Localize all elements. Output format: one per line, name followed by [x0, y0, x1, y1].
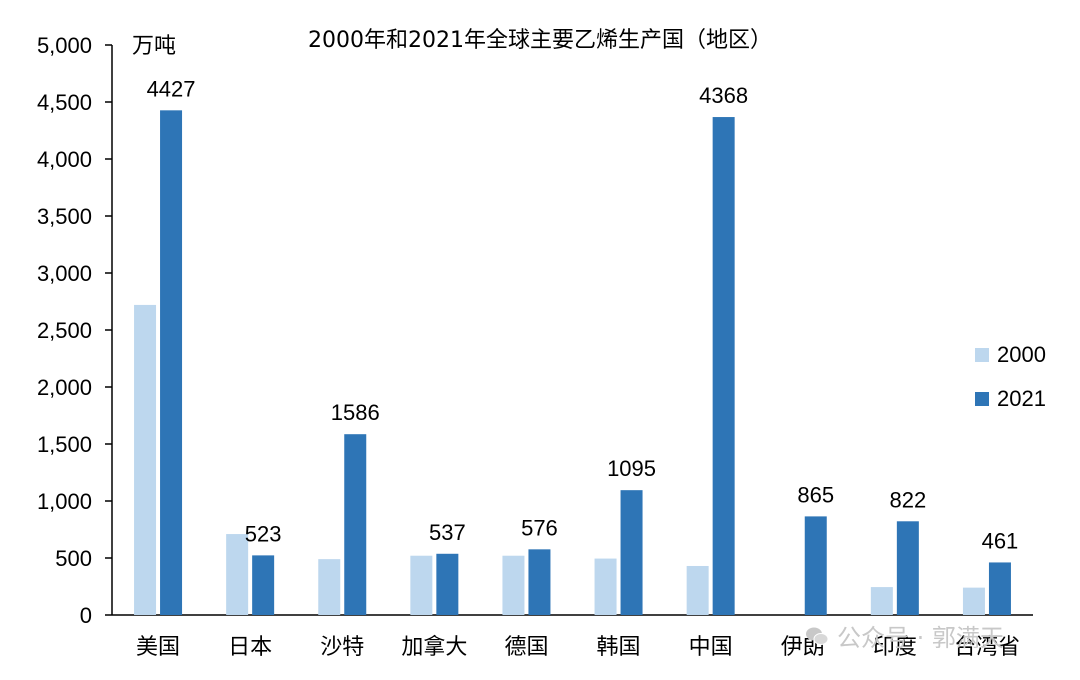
watermark-text: 公众号 · 郭满天 [837, 624, 1004, 652]
data-label: 865 [797, 482, 834, 507]
data-label: 461 [982, 528, 1019, 553]
bar-2000-5 [594, 558, 617, 615]
y-tick-label: 2,500 [37, 318, 92, 343]
bar-2000-6 [686, 565, 709, 615]
x-tick-label: 台湾省 [954, 635, 1020, 660]
y-tick-label: 4,000 [37, 147, 92, 172]
bar-2000-9 [962, 587, 985, 615]
bar-2021-7 [804, 516, 827, 615]
data-label: 4368 [699, 83, 748, 108]
chart-title: 2000年和2021年全球主要乙烯生产国（地区） [308, 28, 772, 53]
legend: 2000 2021 [975, 333, 1046, 421]
watermark: 公众号 · 郭满天 [805, 618, 1004, 653]
bar-2021-4 [528, 549, 551, 615]
bar-2021-8 [896, 521, 919, 615]
data-label: 576 [521, 515, 558, 540]
x-tick-label: 韩国 [597, 635, 641, 660]
data-label: 537 [429, 520, 466, 545]
bar-2000-2 [318, 559, 341, 615]
x-tick-label: 加拿大 [401, 634, 467, 660]
legend-swatch-2021 [975, 392, 989, 406]
data-label: 1095 [607, 456, 656, 481]
legend-item-2021: 2021 [975, 377, 1046, 421]
x-tick-label: 沙特 [320, 635, 364, 660]
wechat-icon [806, 627, 829, 645]
bar-2021-2 [344, 434, 367, 615]
legend-swatch-2000 [975, 348, 989, 362]
bar-2000-1 [226, 534, 249, 615]
x-tick-label: 德国 [504, 635, 548, 660]
y-tick-label: 0 [80, 603, 92, 628]
bar-2021-0 [160, 110, 183, 616]
y-tick-label: 1,000 [37, 489, 92, 514]
x-tick-label: 美国 [136, 635, 180, 660]
y-tick-label: 2,000 [37, 375, 92, 400]
y-tick-label: 5,000 [37, 33, 92, 58]
y-tick-label: 4,500 [37, 90, 92, 115]
legend-label-2000: 2000 [997, 342, 1046, 367]
bar-2021-3 [436, 553, 459, 615]
bar-2000-0 [134, 304, 157, 615]
data-label: 4427 [147, 76, 196, 101]
x-tick-label: 印度 [873, 635, 917, 660]
bar-2021-1 [252, 555, 275, 615]
x-tick-label: 日本 [228, 635, 272, 660]
bar-2000-4 [502, 555, 525, 615]
bar-2021-5 [620, 490, 643, 615]
legend-item-2000: 2000 [975, 333, 1046, 377]
bar-2021-9 [988, 562, 1011, 615]
bar-2000-8 [870, 587, 893, 615]
y-tick-label: 500 [55, 546, 92, 571]
y-tick-label: 3,000 [37, 261, 92, 286]
y-tick-label: 3,500 [37, 204, 92, 229]
data-label: 822 [889, 487, 926, 512]
bar-2021-6 [712, 117, 735, 615]
legend-label-2021: 2021 [997, 386, 1046, 411]
bar-2000-3 [410, 555, 433, 615]
y-axis-unit-label: 万吨 [132, 34, 176, 59]
y-tick-label: 1,500 [37, 432, 92, 457]
data-label: 1586 [331, 400, 380, 425]
x-tick-label: 中国 [689, 635, 733, 660]
data-label: 523 [245, 521, 282, 546]
